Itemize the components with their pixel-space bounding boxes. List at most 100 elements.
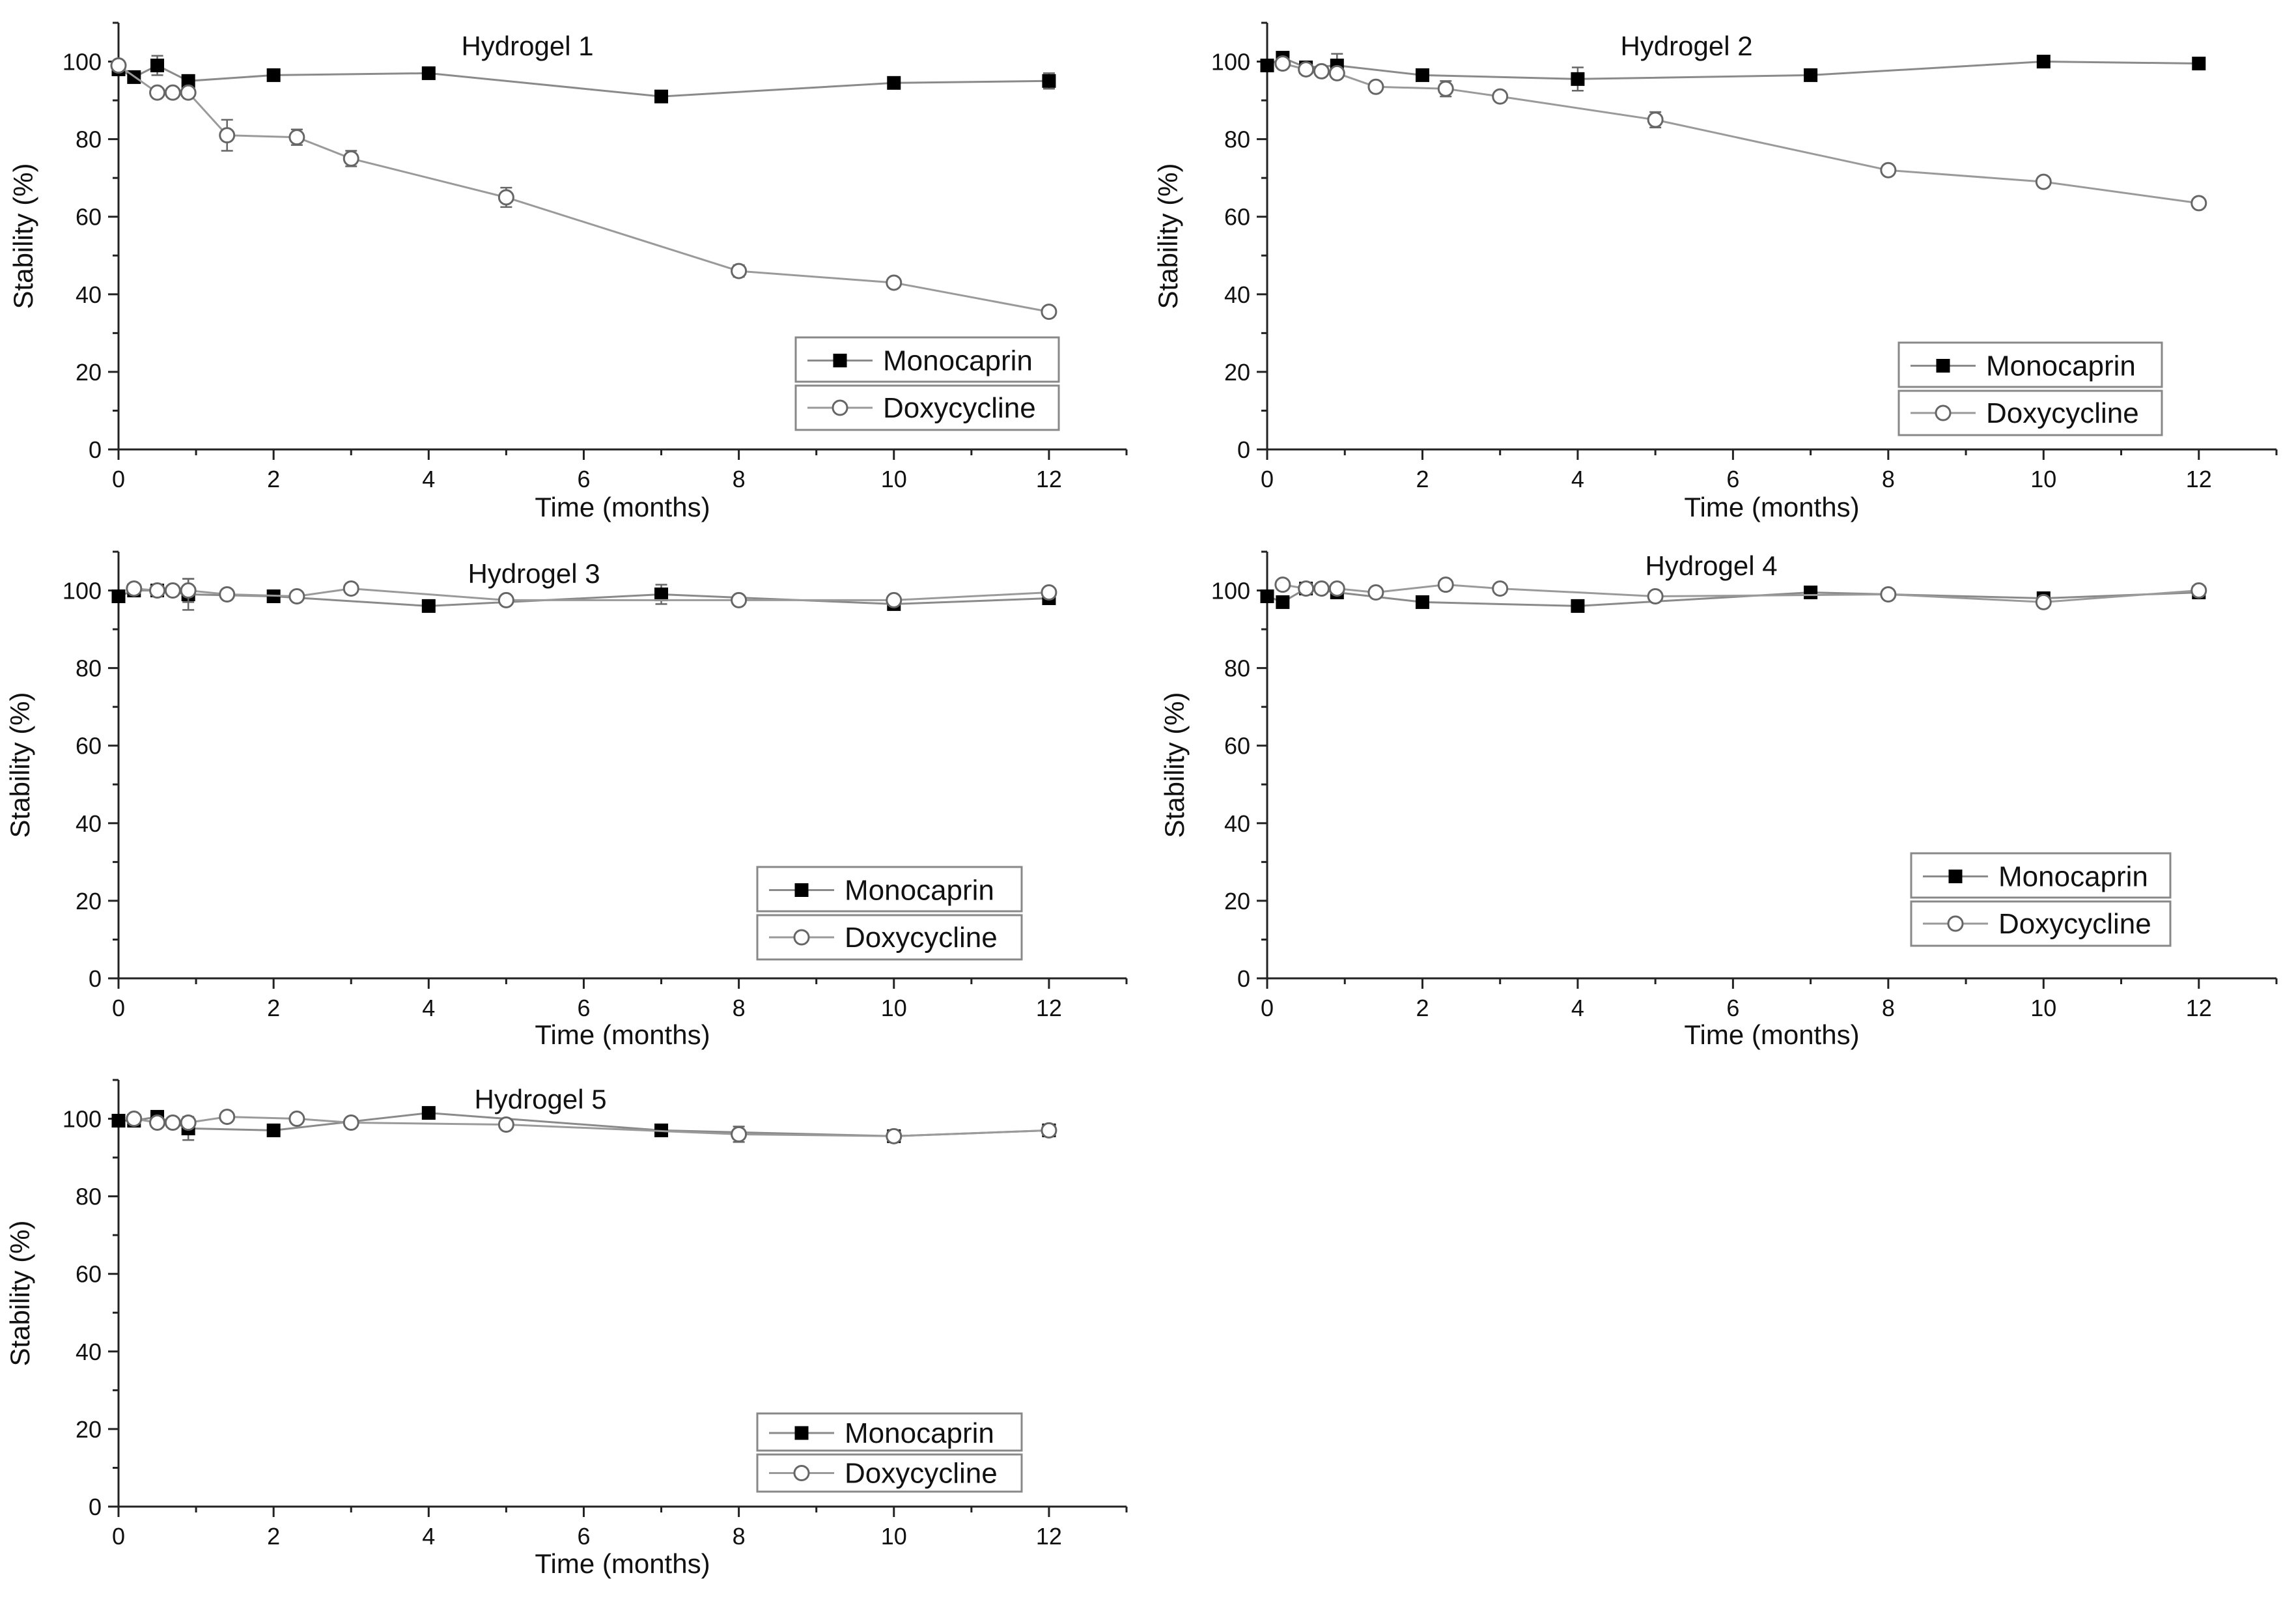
x-axis-title: Time (months) [535,1548,710,1579]
y-axis-title: Stability (%) [1153,163,1183,309]
x-tick-label: 0 [112,1523,125,1550]
legend: Monocaprin Doxycycline [794,336,1060,431]
series-monocaprin [111,55,1056,104]
y-tick-label: 100 [1211,578,1250,604]
y-tick-label: 60 [76,733,102,759]
chart-panel-1: 0 2 4 6 8 10 12 0 20 40 60 80 100 Time (months) Stabil… [8,21,1128,522]
x-axis-title: Time (months) [535,492,710,522]
series-monocaprin [1260,582,2206,613]
y-axis-title: Stability (%) [1159,692,1190,838]
data-point [497,189,514,206]
y-tick-label: 0 [89,1494,102,1520]
legend-label: Doxycycline [845,922,998,954]
series-line [118,589,1049,607]
x-tick-label: 6 [1726,466,1739,492]
x-tick-label: 2 [267,1523,280,1550]
data-point [1313,63,1330,79]
x-tick-label: 8 [733,466,746,492]
legend-marker [1935,404,1952,421]
x-tick-label: 12 [2186,995,2212,1021]
x-tick-label: 0 [112,995,125,1021]
chart-title: Hydrogel 3 [468,558,600,589]
y-tick-label: 80 [76,1184,102,1210]
data-point [1328,580,1345,597]
x-tick-label: 0 [1261,466,1274,492]
data-point [1367,584,1384,601]
x-tick-label: 8 [1882,466,1895,492]
data-point [421,1106,436,1120]
y-axis-title: Stability (%) [5,692,35,838]
data-point [149,1114,166,1131]
data-point [1437,576,1454,593]
data-point [1415,68,1429,82]
data-point [288,129,305,146]
data-point [164,84,181,101]
x-tick-label: 0 [112,466,125,492]
y-tick-label: 20 [1224,888,1250,915]
data-point [1804,68,1818,82]
x-tick-label: 2 [267,995,280,1021]
data-point [1260,59,1274,72]
data-point [1647,588,1664,604]
data-point [1260,589,1274,603]
chart-title: Hydrogel 5 [474,1084,606,1114]
chart-panel-5: 0 2 4 6 8 10 12 0 20 40 60 80 100 Time (months) Stabil… [5,1079,1128,1579]
data-point [731,591,748,608]
chart-title: Hydrogel 1 [461,31,593,61]
y-tick-label: 0 [1237,436,1250,463]
data-point [180,1114,197,1131]
legend-marker [833,354,847,367]
data-point [343,150,359,167]
data-point [2191,195,2207,212]
legend-marker [794,1426,809,1440]
legend-marker [1948,870,1963,883]
x-tick-label: 6 [577,1523,590,1550]
x-tick-label: 12 [2186,466,2212,492]
x-tick-label: 10 [881,1523,907,1550]
x-tick-label: 2 [267,466,280,492]
data-point [421,66,436,80]
chart-panel-3: 0 2 4 6 8 10 12 0 20 40 60 80 100 Time (months) Stabil… [5,550,1128,1050]
y-tick-label: 100 [63,1106,102,1133]
y-tick-label: 20 [76,888,102,915]
x-tick-label: 2 [1416,995,1429,1021]
data-point [288,1111,305,1128]
y-tick-label: 100 [63,578,102,604]
data-point [1298,580,1315,597]
legend-label: Doxycycline [1986,397,2139,429]
data-point [126,580,143,597]
legend-box [794,384,1060,431]
legend: Monocaprin Doxycycline [756,866,1023,961]
data-point [731,1126,748,1142]
data-point [1492,88,1509,105]
legend-label: Doxycycline [845,1458,998,1490]
y-tick-label: 60 [76,204,102,231]
data-point [219,586,236,603]
series-line [119,1112,1049,1137]
y-tick-label: 40 [1224,810,1250,837]
chart-panel-4: 0 2 4 6 8 10 12 0 20 40 60 80 100 Time (months) Stabil… [1159,550,2278,1050]
series-line [118,64,1049,98]
data-point [1415,595,1429,609]
data-point [1571,72,1585,86]
data-point [164,1114,181,1131]
x-axis-title: Time (months) [1684,1019,1859,1050]
data-point [887,76,901,90]
data-point [110,57,127,74]
series-doxycycline [110,57,1057,320]
series-doxycycline [1274,576,2207,610]
legend-marker [793,929,810,946]
y-axis-title: Stability (%) [5,1220,35,1366]
data-point [164,582,181,599]
y-tick-label: 20 [1224,359,1250,386]
x-tick-label: 4 [422,466,435,492]
x-tick-label: 10 [881,995,907,1021]
data-point [1313,580,1330,597]
y-tick-label: 20 [76,1416,102,1443]
data-point [731,262,748,279]
series-doxycycline [126,578,1057,608]
data-point [497,591,514,608]
data-point [1041,1122,1057,1139]
legend: Monocaprin Doxycycline [756,1412,1023,1493]
data-point [886,591,903,608]
